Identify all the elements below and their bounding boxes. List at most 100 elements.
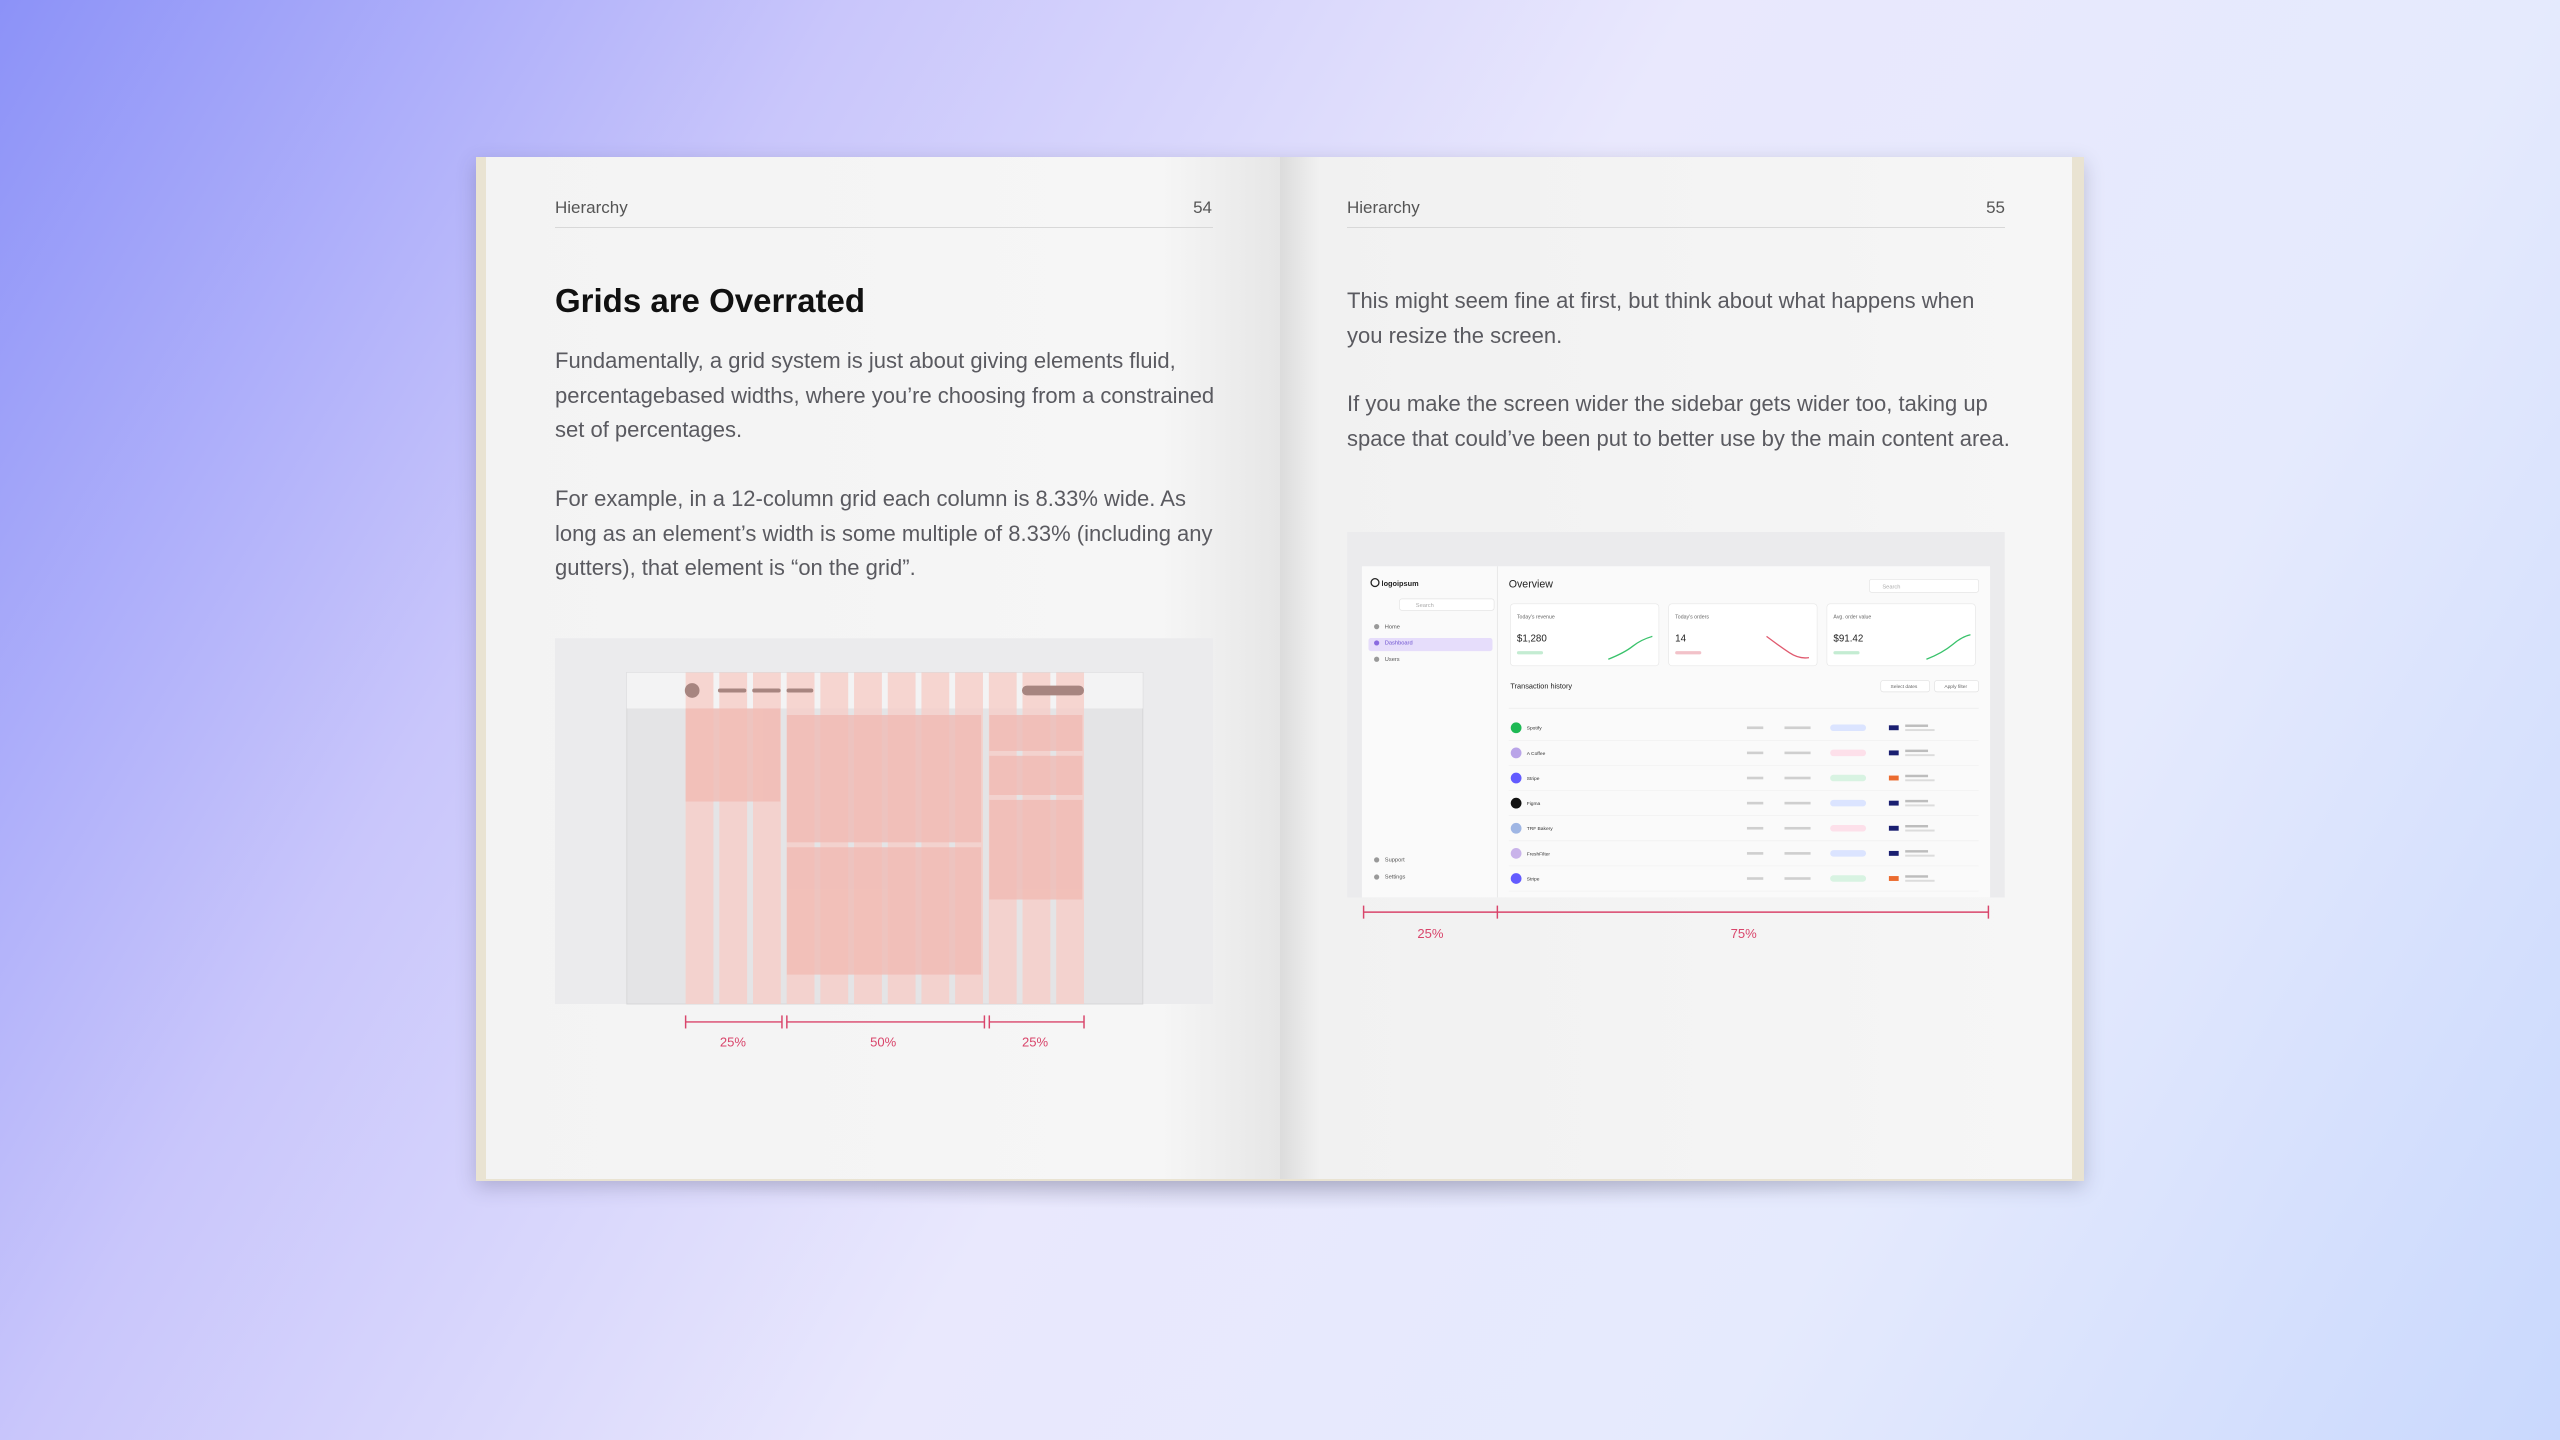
dimension-label: 75% bbox=[1731, 926, 1758, 941]
page-number: 55 bbox=[1986, 198, 2005, 217]
nav-active bbox=[1368, 638, 1493, 652]
dimension-label: 25% bbox=[720, 1034, 747, 1049]
cell bbox=[1784, 726, 1811, 730]
cell bbox=[1784, 751, 1811, 755]
paragraph: Fundamentally, a grid system is just abo… bbox=[555, 348, 1215, 442]
card-change bbox=[1516, 651, 1544, 655]
dashboard-figure: logoipsum Search Home Dashboard Users Suppo… bbox=[1347, 532, 2005, 941]
cell bbox=[1905, 779, 1935, 782]
cell bbox=[1905, 749, 1929, 753]
category-pill bbox=[1830, 850, 1867, 857]
cell bbox=[1784, 852, 1811, 855]
nav-icon bbox=[1374, 624, 1380, 630]
cell bbox=[1746, 801, 1764, 805]
cell bbox=[1905, 850, 1929, 853]
dimension-lines bbox=[1362, 905, 1990, 919]
sidebar-search bbox=[1399, 598, 1495, 611]
cell bbox=[1905, 774, 1929, 778]
block bbox=[786, 847, 982, 975]
logo-dot bbox=[684, 683, 700, 698]
block bbox=[786, 714, 982, 843]
dimension-lines bbox=[684, 1015, 1085, 1029]
avatar bbox=[1510, 847, 1522, 859]
row-name: Stripe bbox=[1527, 876, 1540, 882]
running-header: Hierarchy bbox=[1347, 198, 1420, 217]
cell bbox=[1905, 829, 1935, 832]
stat-card bbox=[1668, 603, 1818, 667]
nav-item: Home bbox=[1385, 624, 1400, 630]
category-pill bbox=[1830, 824, 1867, 832]
avatar bbox=[1510, 873, 1522, 884]
card-value: $1,280 bbox=[1517, 633, 1547, 644]
cell bbox=[1746, 852, 1764, 855]
stat-card bbox=[1510, 603, 1660, 667]
button-label: Apply filter bbox=[1944, 684, 1967, 690]
row-name: Stripe bbox=[1527, 776, 1540, 782]
cell bbox=[1746, 877, 1764, 880]
card-label: Today's orders bbox=[1675, 614, 1709, 620]
nav-icon bbox=[1374, 874, 1380, 880]
cell bbox=[1905, 875, 1929, 878]
cell bbox=[1784, 776, 1811, 780]
stat-card bbox=[1826, 603, 1976, 667]
cell bbox=[1905, 879, 1935, 882]
heading: Grids are Overrated bbox=[555, 282, 865, 319]
row-name: FreshFilter bbox=[1527, 851, 1551, 857]
nav-item: Support bbox=[1385, 858, 1405, 864]
row-name: Figma bbox=[1527, 801, 1541, 807]
cell bbox=[1784, 826, 1811, 830]
category-pill bbox=[1830, 799, 1867, 807]
button bbox=[1934, 680, 1979, 693]
nav-item: Users bbox=[1385, 657, 1400, 663]
paragraph: For example, in a 12-column grid each co… bbox=[555, 486, 1213, 580]
cell bbox=[1905, 799, 1929, 803]
page-number: 54 bbox=[1193, 198, 1212, 217]
avatar bbox=[1510, 822, 1522, 834]
search-placeholder: Search bbox=[1416, 603, 1434, 609]
cell bbox=[1905, 754, 1935, 757]
block bbox=[989, 714, 1083, 751]
paragraph: This might seem fine at first, but think… bbox=[1347, 288, 1975, 348]
category-pill bbox=[1830, 875, 1867, 882]
block bbox=[685, 708, 781, 802]
row-name: TRF Bakery bbox=[1527, 826, 1554, 832]
top-search bbox=[1868, 578, 1979, 593]
category-pill bbox=[1830, 749, 1867, 757]
card-brand bbox=[1888, 850, 1899, 856]
dimension-label: 25% bbox=[1417, 926, 1444, 941]
cell bbox=[1746, 776, 1764, 780]
avatar bbox=[1510, 747, 1522, 759]
nav-icon bbox=[1374, 640, 1380, 646]
row-name: Spotify bbox=[1527, 726, 1542, 732]
sparkline bbox=[1608, 635, 1653, 660]
nav-item: Settings bbox=[1385, 875, 1406, 881]
card-brand bbox=[1888, 725, 1899, 731]
cell bbox=[1784, 877, 1811, 880]
button bbox=[1880, 680, 1931, 693]
card-brand bbox=[1888, 825, 1899, 831]
category-pill bbox=[1830, 774, 1867, 782]
logo: logoipsum bbox=[1382, 579, 1420, 588]
card-brand bbox=[1888, 775, 1899, 781]
nav-icon bbox=[1374, 857, 1380, 863]
row-name: A Coffee bbox=[1527, 751, 1546, 757]
dimension-label: 50% bbox=[870, 1034, 897, 1049]
card-brand bbox=[1888, 750, 1899, 756]
card-value: 14 bbox=[1675, 633, 1686, 644]
cell bbox=[1905, 854, 1935, 857]
dimension-label: 25% bbox=[1022, 1034, 1049, 1049]
card-change bbox=[1675, 651, 1702, 655]
cell bbox=[1905, 729, 1935, 732]
cell bbox=[1746, 726, 1764, 730]
grid-figure: 25% 50% 25% bbox=[555, 638, 1213, 1049]
block bbox=[989, 755, 1083, 795]
cell bbox=[1905, 824, 1929, 828]
dashboard-title: Overview bbox=[1509, 578, 1553, 590]
cell bbox=[1784, 801, 1811, 805]
sparkline bbox=[1926, 634, 1971, 660]
avatar bbox=[1510, 797, 1522, 809]
header-rule bbox=[1347, 227, 2005, 228]
card-label: Avg. order value bbox=[1833, 614, 1871, 620]
card-brand bbox=[1888, 800, 1899, 806]
